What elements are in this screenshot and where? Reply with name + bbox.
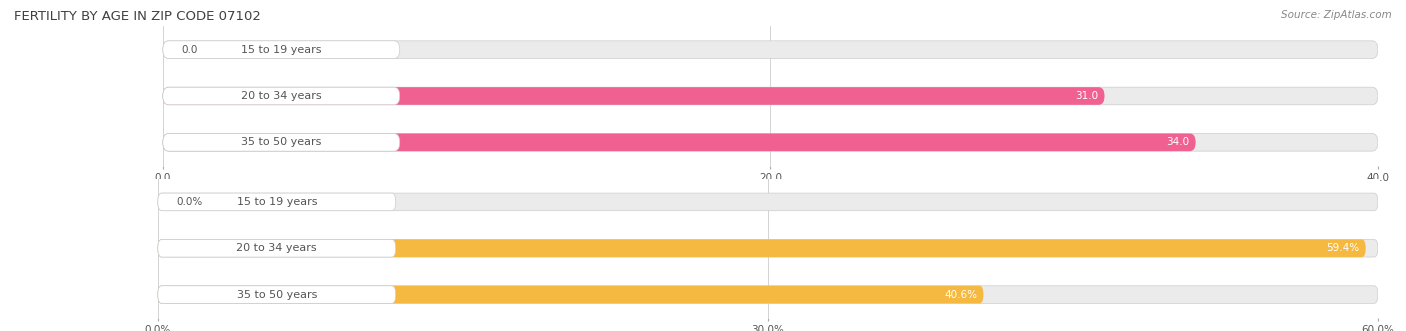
Text: 40.6%: 40.6% bbox=[945, 290, 977, 300]
FancyBboxPatch shape bbox=[163, 133, 399, 151]
Text: Source: ZipAtlas.com: Source: ZipAtlas.com bbox=[1281, 10, 1392, 20]
FancyBboxPatch shape bbox=[163, 87, 1378, 105]
FancyBboxPatch shape bbox=[157, 286, 395, 304]
FancyBboxPatch shape bbox=[157, 193, 395, 211]
Text: 15 to 19 years: 15 to 19 years bbox=[240, 45, 322, 55]
FancyBboxPatch shape bbox=[163, 133, 1378, 151]
Text: FERTILITY BY AGE IN ZIP CODE 07102: FERTILITY BY AGE IN ZIP CODE 07102 bbox=[14, 10, 262, 23]
FancyBboxPatch shape bbox=[157, 286, 1378, 304]
FancyBboxPatch shape bbox=[157, 239, 1378, 257]
Text: 59.4%: 59.4% bbox=[1326, 243, 1360, 253]
Text: 20 to 34 years: 20 to 34 years bbox=[240, 91, 322, 101]
Text: 35 to 50 years: 35 to 50 years bbox=[236, 290, 316, 300]
FancyBboxPatch shape bbox=[157, 193, 1378, 211]
Text: 35 to 50 years: 35 to 50 years bbox=[240, 137, 322, 147]
FancyBboxPatch shape bbox=[163, 87, 1105, 105]
Text: 31.0: 31.0 bbox=[1076, 91, 1098, 101]
Text: 0.0%: 0.0% bbox=[176, 197, 202, 207]
FancyBboxPatch shape bbox=[163, 87, 399, 105]
Text: 34.0: 34.0 bbox=[1167, 137, 1189, 147]
FancyBboxPatch shape bbox=[157, 239, 1365, 257]
Text: 15 to 19 years: 15 to 19 years bbox=[236, 197, 316, 207]
FancyBboxPatch shape bbox=[157, 286, 983, 304]
FancyBboxPatch shape bbox=[163, 133, 1195, 151]
Text: 0.0: 0.0 bbox=[181, 45, 197, 55]
Text: 20 to 34 years: 20 to 34 years bbox=[236, 243, 318, 253]
FancyBboxPatch shape bbox=[163, 41, 399, 59]
FancyBboxPatch shape bbox=[163, 41, 1378, 59]
FancyBboxPatch shape bbox=[157, 239, 395, 257]
